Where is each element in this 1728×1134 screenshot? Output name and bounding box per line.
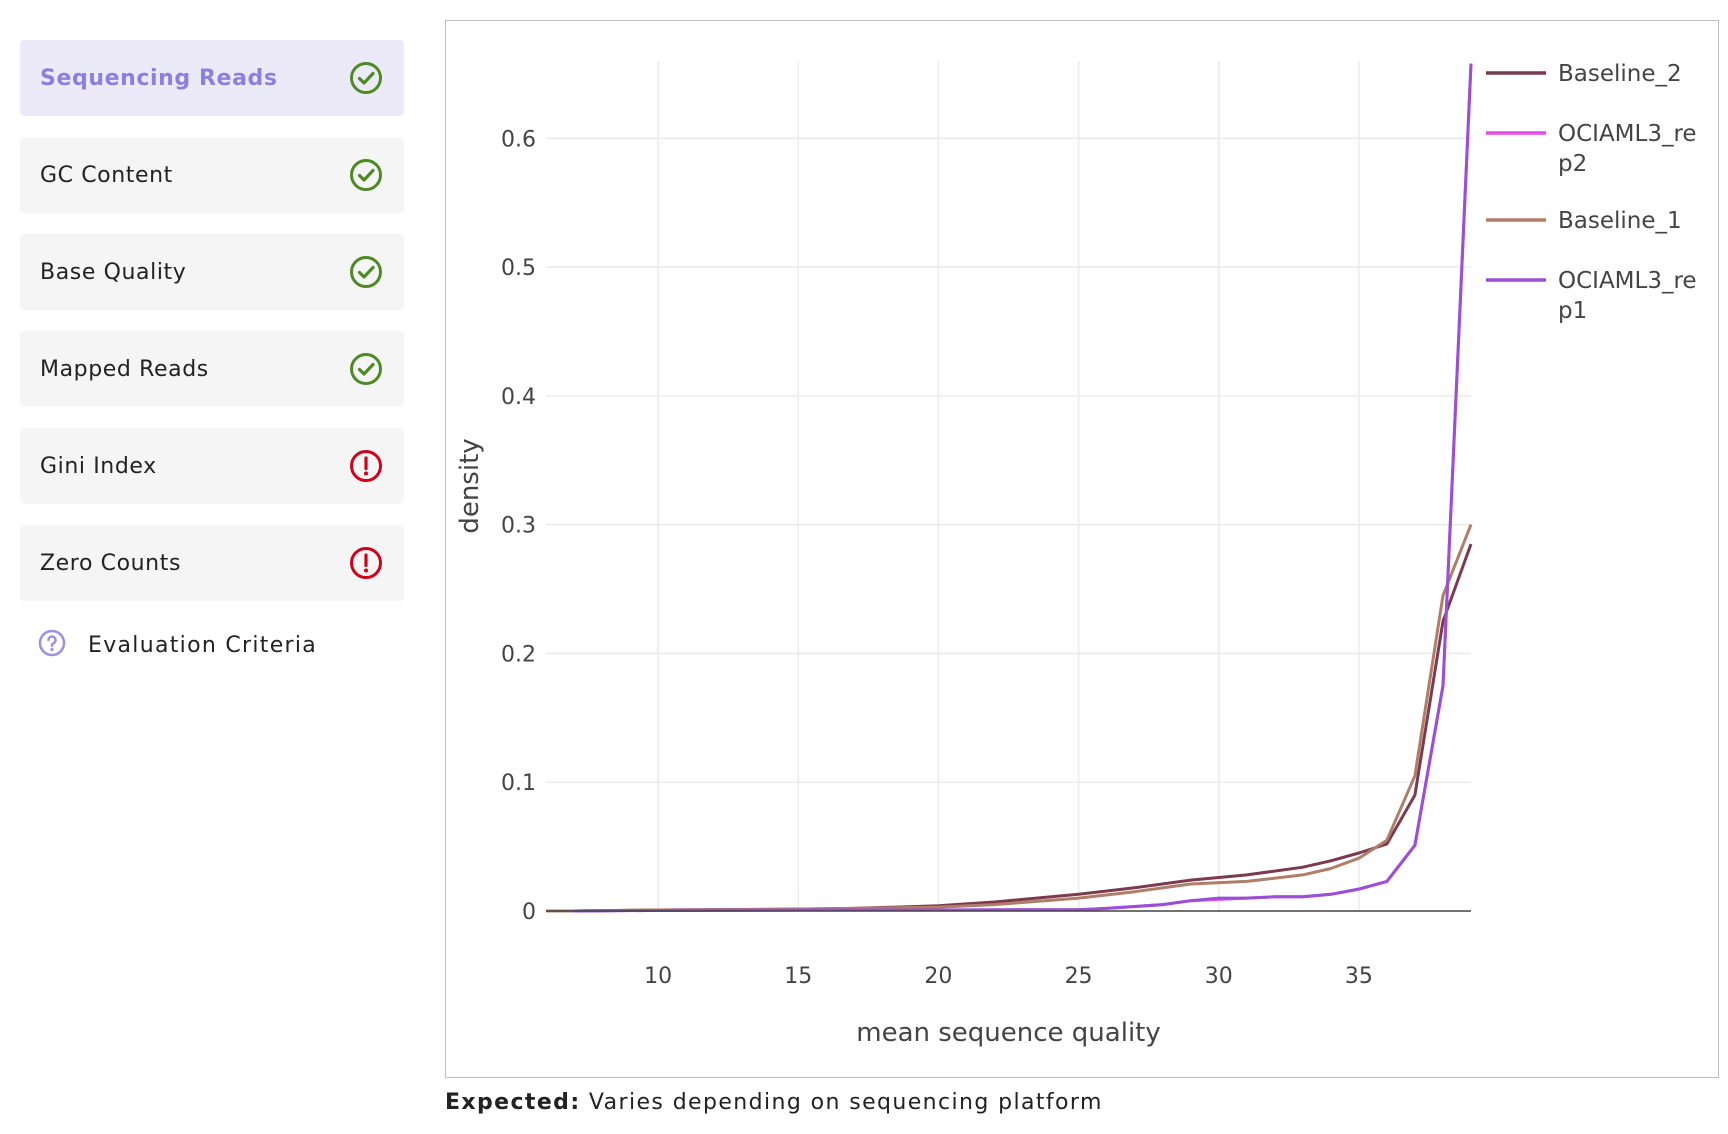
sidebar-item-label: GC Content bbox=[40, 162, 173, 188]
evaluation-criteria-label: Evaluation Criteria bbox=[88, 632, 318, 658]
y-tick-label: 0.4 bbox=[501, 385, 536, 410]
sidebar-item-label: Sequencing Reads bbox=[40, 65, 278, 91]
x-tick-label: 10 bbox=[644, 964, 672, 989]
sidebar: Sequencing Reads GC Content Base Quality… bbox=[20, 40, 404, 661]
x-tick-label: 20 bbox=[924, 964, 952, 989]
sidebar-item-base-quality[interactable]: Base Quality bbox=[20, 234, 404, 310]
legend-label-line: p1 bbox=[1558, 298, 1587, 324]
legend-label-line: p2 bbox=[1558, 151, 1587, 177]
help-circle-icon bbox=[38, 629, 66, 661]
expected-label: Expected: bbox=[445, 1090, 581, 1115]
y-tick-label: 0 bbox=[522, 900, 536, 925]
series-line-ociaml3-rep2 bbox=[573, 63, 1473, 913]
y-tick-label: 0.1 bbox=[501, 771, 536, 796]
y-tick-label: 0.2 bbox=[501, 642, 536, 667]
y-tick-label: 0.3 bbox=[501, 514, 536, 539]
sidebar-item-gini-index[interactable]: Gini Index bbox=[20, 428, 404, 504]
sidebar-item-zero-counts[interactable]: Zero Counts bbox=[20, 525, 404, 601]
evaluation-criteria-link[interactable]: Evaluation Criteria bbox=[20, 629, 404, 661]
check-circle-icon bbox=[348, 254, 384, 290]
legend-item[interactable]: Baseline_2 bbox=[1486, 61, 1682, 87]
expected-note: Expected: Varies depending on sequencing… bbox=[445, 1090, 1103, 1115]
sidebar-item-sequencing-reads[interactable]: Sequencing Reads bbox=[20, 40, 404, 116]
sidebar-item-label: Mapped Reads bbox=[40, 356, 209, 382]
x-tick-label: 15 bbox=[784, 964, 812, 989]
check-circle-icon bbox=[348, 60, 384, 96]
sidebar-item-gc-content[interactable]: GC Content bbox=[20, 137, 404, 213]
check-circle-icon bbox=[348, 351, 384, 387]
sidebar-item-label: Gini Index bbox=[40, 453, 157, 479]
legend-label: OCIAML3_re p2 bbox=[1558, 121, 1697, 177]
y-tick-label: 0.5 bbox=[501, 256, 536, 281]
legend-label: Baseline_2 bbox=[1558, 61, 1682, 87]
y-axis-title: density bbox=[455, 438, 485, 533]
alert-circle-icon bbox=[348, 545, 384, 581]
legend-item[interactable]: Baseline_1 bbox=[1486, 208, 1682, 234]
x-tick-label: 35 bbox=[1345, 964, 1373, 989]
legend-item[interactable]: OCIAML3_re p2 bbox=[1486, 121, 1697, 177]
expected-text: Varies depending on sequencing platform bbox=[588, 1090, 1103, 1115]
alert-circle-icon bbox=[348, 448, 384, 484]
x-tick-label: 25 bbox=[1065, 964, 1093, 989]
legend-label-line: OCIAML3_re bbox=[1558, 268, 1697, 294]
x-axis-title: mean sequence quality bbox=[856, 1018, 1161, 1048]
series-line-baseline-2 bbox=[546, 543, 1473, 913]
density-chart: 10 15 20 25 30 35 0 0.1 0.2 0.3 0.4 0.5 0.6 mean sequ… bbox=[455, 61, 1697, 1048]
legend-label: OCIAML3_re p1 bbox=[1558, 268, 1697, 324]
series-line-ociaml3-rep1 bbox=[573, 63, 1473, 913]
sidebar-item-label: Zero Counts bbox=[40, 550, 182, 576]
y-tick-label: 0.6 bbox=[501, 127, 536, 152]
chart-panel: 10 15 20 25 30 35 0 0.1 0.2 0.3 0.4 0.5 0.6 mean sequ… bbox=[445, 20, 1719, 1078]
check-circle-icon bbox=[348, 157, 384, 193]
series-line-baseline-1 bbox=[546, 524, 1473, 913]
legend-label: Baseline_1 bbox=[1558, 208, 1682, 234]
legend-label-line: OCIAML3_re bbox=[1558, 121, 1697, 147]
legend-item[interactable]: OCIAML3_re p1 bbox=[1486, 268, 1697, 324]
x-tick-label: 30 bbox=[1205, 964, 1233, 989]
sidebar-item-label: Base Quality bbox=[40, 259, 187, 285]
sidebar-item-mapped-reads[interactable]: Mapped Reads bbox=[20, 331, 404, 407]
